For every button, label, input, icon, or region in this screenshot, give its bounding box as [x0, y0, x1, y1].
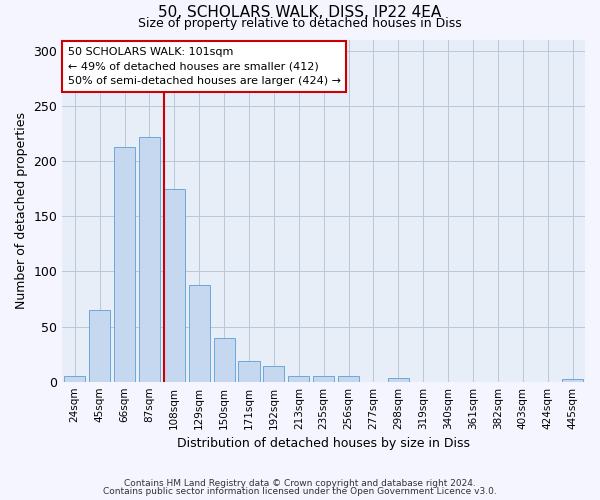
Text: Contains public sector information licensed under the Open Government Licence v3: Contains public sector information licen…	[103, 487, 497, 496]
Y-axis label: Number of detached properties: Number of detached properties	[15, 112, 28, 310]
Bar	[64, 376, 85, 382]
Bar	[313, 376, 334, 382]
Text: Contains HM Land Registry data © Crown copyright and database right 2024.: Contains HM Land Registry data © Crown c…	[124, 478, 476, 488]
Bar	[338, 376, 359, 382]
Bar	[214, 338, 235, 382]
Bar	[388, 378, 409, 382]
Bar	[164, 189, 185, 382]
Bar	[114, 147, 135, 382]
Bar	[238, 360, 260, 382]
Bar	[263, 366, 284, 382]
Text: 50, SCHOLARS WALK, DISS, IP22 4EA: 50, SCHOLARS WALK, DISS, IP22 4EA	[158, 5, 442, 20]
Bar	[188, 284, 210, 382]
Bar	[562, 380, 583, 382]
Bar	[89, 310, 110, 382]
Text: 50 SCHOLARS WALK: 101sqm
← 49% of detached houses are smaller (412)
50% of semi-: 50 SCHOLARS WALK: 101sqm ← 49% of detach…	[68, 47, 341, 86]
X-axis label: Distribution of detached houses by size in Diss: Distribution of detached houses by size …	[177, 437, 470, 450]
Bar	[288, 376, 310, 382]
Text: Size of property relative to detached houses in Diss: Size of property relative to detached ho…	[138, 18, 462, 30]
Bar	[139, 137, 160, 382]
